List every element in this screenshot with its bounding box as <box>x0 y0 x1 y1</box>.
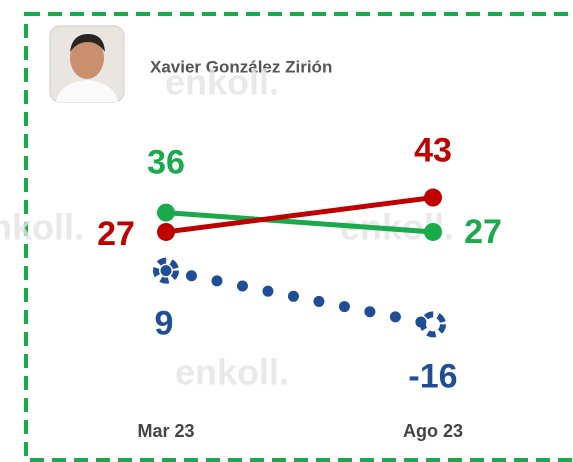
series-line <box>163 210 436 235</box>
series-line <box>163 195 436 235</box>
point <box>153 257 179 284</box>
frame <box>24 12 573 462</box>
watermark: enkoll. <box>175 352 289 393</box>
watermark: enkoll. <box>0 207 84 248</box>
data-label: 9 <box>155 305 174 343</box>
data-label: 27 <box>97 215 135 253</box>
point <box>157 222 175 241</box>
watermark: enkoll. <box>165 62 279 103</box>
x-tick-label: Ago 23 <box>403 421 463 441</box>
data-label: 27 <box>464 213 502 251</box>
point <box>157 203 175 222</box>
point <box>420 311 446 338</box>
photo <box>49 25 125 103</box>
point <box>424 188 442 207</box>
data-label: 43 <box>414 132 452 170</box>
x-tick-label: Mar 23 <box>137 421 194 441</box>
chart-title: Xavier González Zirión <box>150 57 332 76</box>
data-label: 36 <box>147 144 185 182</box>
point <box>424 222 442 241</box>
data-label: -16 <box>408 357 457 395</box>
